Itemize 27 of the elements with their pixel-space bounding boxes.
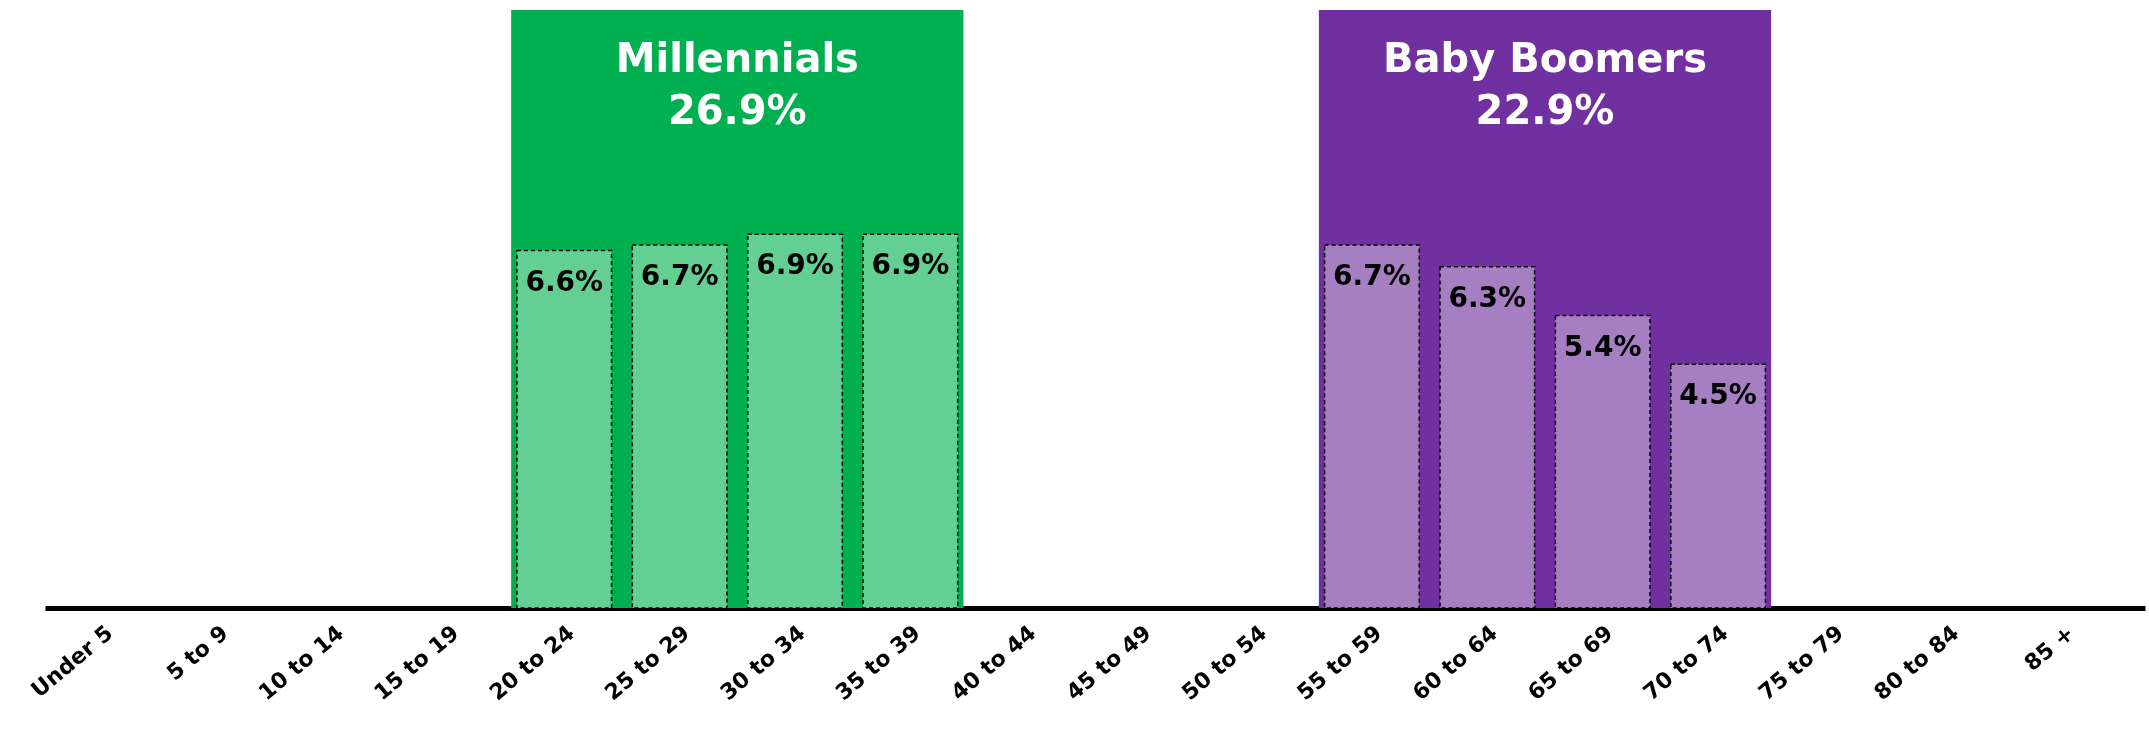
x-tick-label: 65 to 69 (1522, 620, 1618, 706)
x-tick-label: 20 to 24 (484, 620, 579, 706)
x-tick-label: 70 to 74 (1638, 620, 1733, 706)
data-label: 6.7% (1333, 259, 1411, 293)
data-label: 5.4% (1563, 329, 1642, 363)
x-tick-label: 55 to 59 (1292, 620, 1387, 706)
x-tick-label: 85 + (2019, 620, 2079, 676)
x-tick-label: 15 to 19 (369, 620, 464, 706)
x-tick-label: 60 to 64 (1407, 620, 1502, 706)
x-tick-label: 75 to 79 (1753, 620, 1849, 706)
data-label: 6.9% (756, 248, 834, 282)
data-label: 6.7% (640, 259, 719, 293)
x-tick-label: 80 to 84 (1869, 620, 1964, 706)
x-tick-label: 30 to 34 (715, 620, 810, 706)
data-label: 6.3% (1448, 280, 1527, 314)
x-tick-label: 40 to 44 (946, 620, 1041, 706)
band-label: Baby Boomers 22.9% (1383, 35, 1707, 133)
x-tick-label: 5 to 9 (161, 620, 233, 686)
x-tick-label: 35 to 39 (830, 620, 926, 706)
x-tick-label: 25 to 29 (599, 620, 695, 706)
band-label: Millennials 26.9% (615, 35, 859, 133)
data-label: 6.9% (871, 248, 950, 282)
x-tick-label: 45 to 49 (1061, 620, 1156, 706)
data-label: 4.5% (1679, 378, 1757, 412)
data-label: 6.6% (525, 264, 604, 298)
x-tick-label: 10 to 14 (253, 620, 349, 706)
x-tick-label: 50 to 54 (1176, 620, 1272, 706)
